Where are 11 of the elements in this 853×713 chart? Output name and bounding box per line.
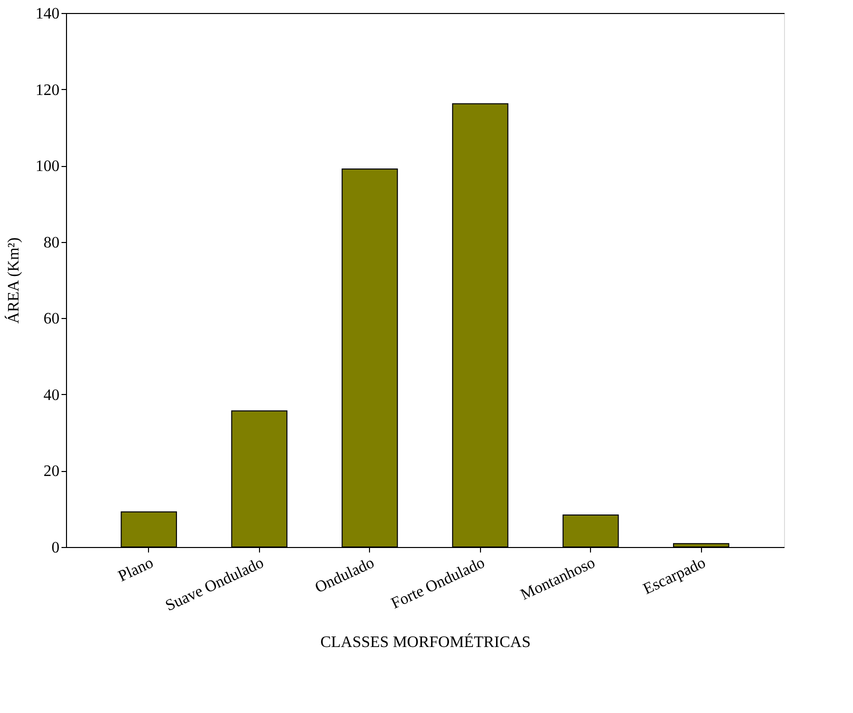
y-tick-label: 140: [36, 6, 60, 22]
x-axis-title: CLASSES MORFOMÉTRICAS: [320, 632, 531, 651]
x-tick-label: Plano: [116, 554, 156, 586]
y-tick-label: 40: [44, 386, 60, 404]
y-tick-label: 0: [52, 540, 60, 556]
y-tick-label: 80: [44, 234, 60, 252]
y-tick-label: 60: [44, 310, 60, 328]
y-axis-title: ÁREA (Km²): [4, 237, 22, 324]
y-tick-label: 120: [36, 82, 60, 99]
y-tick-label: 20: [44, 463, 60, 480]
y-tick-label: 100: [36, 158, 60, 176]
